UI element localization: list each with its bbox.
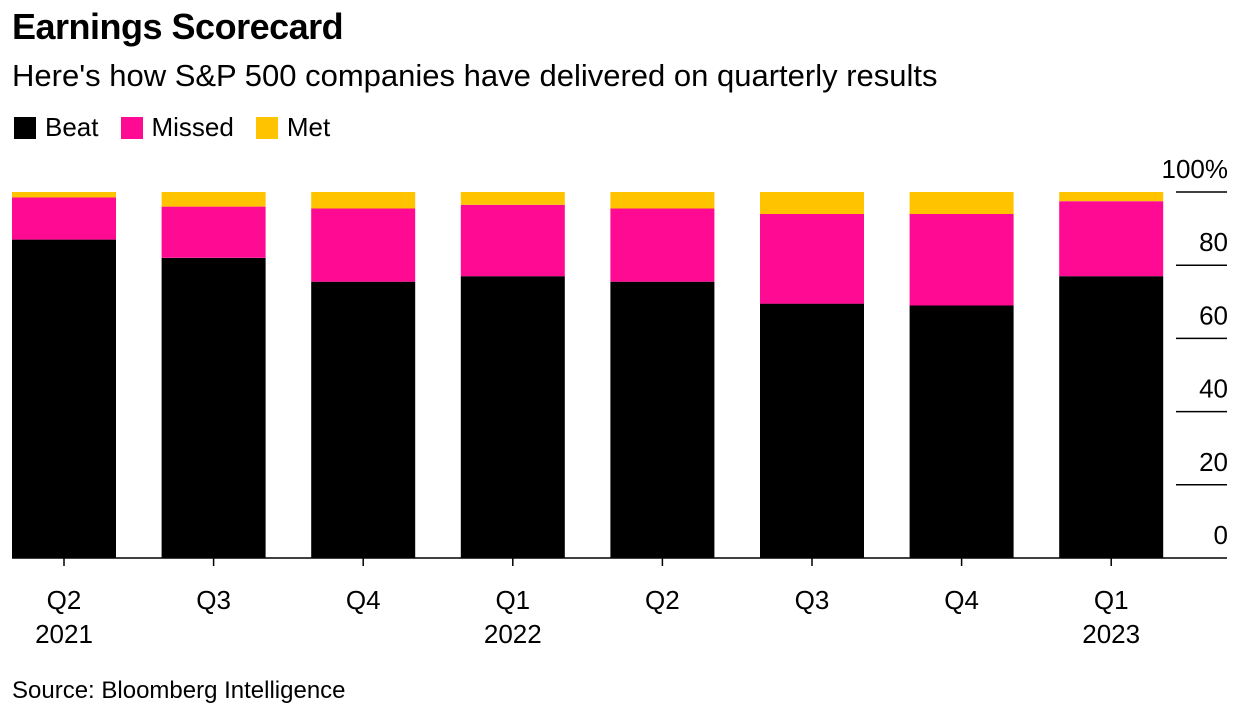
bar-missed-4 [460, 204, 565, 277]
bar-beat-4 [460, 276, 565, 558]
bar-met-1 [12, 192, 116, 198]
bar-met-5 [610, 192, 715, 209]
y-tick-label-40: 40 [1199, 374, 1228, 404]
x-tick-label-quarter-1: Q2 [47, 585, 82, 615]
bar-missed-1 [12, 197, 116, 240]
bar-beat-3 [311, 281, 416, 558]
legend-label-met: Met [286, 112, 331, 142]
x-tick-label-quarter-8: Q1 [1094, 585, 1129, 615]
bar-missed-7 [909, 214, 1014, 306]
bar-met-8 [1059, 192, 1164, 202]
bar-missed-2 [161, 206, 266, 258]
legend-item-missed: Missed [120, 112, 234, 143]
chart-title: Earnings Scorecard [12, 6, 344, 47]
legend-label-beat: Beat [45, 112, 99, 142]
x-tick-label-quarter-4: Q1 [495, 585, 530, 615]
legend-label-missed: Missed [151, 112, 234, 142]
x-tick-label-year-8: 2023 [1082, 619, 1140, 649]
bar-beat-8 [1059, 276, 1164, 558]
x-tick-label-quarter-2: Q3 [196, 585, 231, 615]
bar-met-2 [161, 192, 266, 207]
legend-item-beat: Beat [14, 112, 99, 143]
bar-beat-6 [760, 303, 864, 558]
x-tick-label-year-4: 2022 [484, 619, 542, 649]
x-tick-label-quarter-3: Q4 [346, 585, 381, 615]
y-tick-label-60: 60 [1199, 300, 1228, 330]
bar-beat-7 [909, 305, 1014, 558]
bar-beat-2 [161, 257, 266, 558]
legend-swatch-missed [120, 116, 143, 139]
x-tick-label-quarter-6: Q3 [795, 585, 830, 615]
legend-item-met: Met [255, 112, 331, 143]
bar-beat-1 [12, 239, 116, 558]
bar-missed-5 [610, 208, 715, 282]
bar-beat-5 [610, 281, 715, 558]
y-tick-label-80: 80 [1199, 227, 1228, 257]
legend-swatch-met [255, 116, 278, 139]
y-tick-label-20: 20 [1199, 447, 1228, 477]
chart-subtitle: Here's how S&P 500 companies have delive… [12, 58, 938, 93]
x-tick-label-quarter-7: Q4 [944, 585, 979, 615]
bar-missed-3 [311, 208, 416, 282]
bar-met-3 [311, 192, 416, 209]
bar-missed-8 [1059, 201, 1164, 277]
bar-met-4 [460, 192, 565, 205]
y-tick-label-0: 0 [1214, 520, 1228, 550]
legend-swatch-beat [14, 116, 36, 139]
y-tick-label-100: 100% [1162, 154, 1229, 184]
chart-legend: Beat Missed Met [14, 112, 352, 143]
bar-met-7 [909, 192, 1014, 214]
source-note: Source: Bloomberg Intelligence [12, 677, 346, 704]
bar-missed-6 [760, 214, 864, 304]
x-tick-label-quarter-5: Q2 [645, 585, 680, 615]
x-tick-label-year-1: 2021 [35, 619, 93, 649]
bar-met-6 [760, 192, 864, 214]
